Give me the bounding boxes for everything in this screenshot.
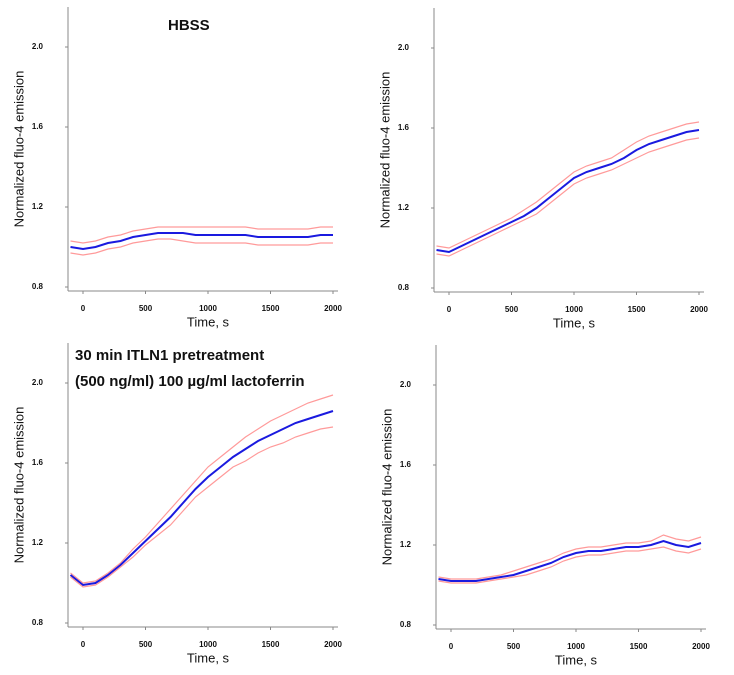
x-tick-label: 500 <box>505 305 519 314</box>
panel-title: HBSS <box>168 17 210 34</box>
series-line <box>70 238 333 256</box>
y-tick-label: 1.6 <box>398 123 410 132</box>
x-axis-label: Time, s <box>555 652 598 667</box>
series-line <box>438 539 702 582</box>
x-tick-label: 0 <box>81 304 86 313</box>
x-tick-label: 0 <box>447 305 452 314</box>
series-line <box>438 546 702 584</box>
y-tick-label: 2.0 <box>32 378 44 387</box>
series-line <box>436 137 700 257</box>
y-tick-label: 1.6 <box>400 460 412 469</box>
x-tick-label: 2000 <box>324 304 342 313</box>
y-axis-label: Normalized fluo-4 emission <box>377 72 392 229</box>
x-tick-label: 500 <box>507 642 521 651</box>
x-tick-label: 1500 <box>262 304 280 313</box>
series-line <box>70 394 334 584</box>
y-tick-label: 2.0 <box>32 42 44 51</box>
x-tick-label: 500 <box>139 640 153 649</box>
x-tick-label: 1000 <box>565 305 583 314</box>
y-tick-label: 0.8 <box>32 282 44 291</box>
y-axis-label: Normalized fluo-4 emission <box>11 407 26 564</box>
panel-title: (500 ng/ml) 100 µg/ml lactoferrin <box>75 373 305 390</box>
y-tick-label: 2.0 <box>398 43 410 52</box>
y-tick-label: 1.2 <box>398 203 410 212</box>
y-axis-label: Normalized fluo-4 emission <box>11 71 26 228</box>
x-tick-label: 2000 <box>690 305 708 314</box>
series-line <box>70 426 334 588</box>
y-tick-label: 1.6 <box>32 458 44 467</box>
x-axis-label: Time, s <box>553 315 596 330</box>
y-tick-label: 0.8 <box>398 283 410 292</box>
x-axis-label: Time, s <box>187 314 230 329</box>
y-tick-label: 1.2 <box>32 202 44 211</box>
series-line <box>438 534 702 580</box>
y-tick-label: 1.2 <box>400 540 412 549</box>
y-tick-label: 1.2 <box>32 538 44 547</box>
x-tick-label: 2000 <box>692 642 710 651</box>
x-tick-label: 1500 <box>630 642 648 651</box>
x-tick-label: 1000 <box>567 642 585 651</box>
x-tick-label: 0 <box>449 642 454 651</box>
y-tick-label: 0.8 <box>32 618 44 627</box>
y-tick-label: 1.6 <box>32 122 44 131</box>
x-tick-label: 500 <box>139 304 153 313</box>
series-line <box>436 121 700 249</box>
x-tick-label: 2000 <box>324 640 342 649</box>
x-tick-label: 1000 <box>199 304 217 313</box>
y-axis-label: Normalized fluo-4 emission <box>379 409 394 566</box>
series-line <box>70 226 333 244</box>
x-tick-label: 1500 <box>628 305 646 314</box>
panel-title: 30 min ITLN1 pretreatment <box>75 347 264 364</box>
series-line <box>436 129 700 254</box>
x-tick-label: 1000 <box>199 640 217 649</box>
y-tick-label: 0.8 <box>400 620 412 629</box>
x-axis-label: Time, s <box>187 650 230 665</box>
series-line <box>70 232 333 251</box>
series-line <box>69 410 334 587</box>
y-tick-label: 2.0 <box>400 380 412 389</box>
x-tick-label: 0 <box>81 640 86 649</box>
x-tick-label: 1500 <box>262 640 280 649</box>
